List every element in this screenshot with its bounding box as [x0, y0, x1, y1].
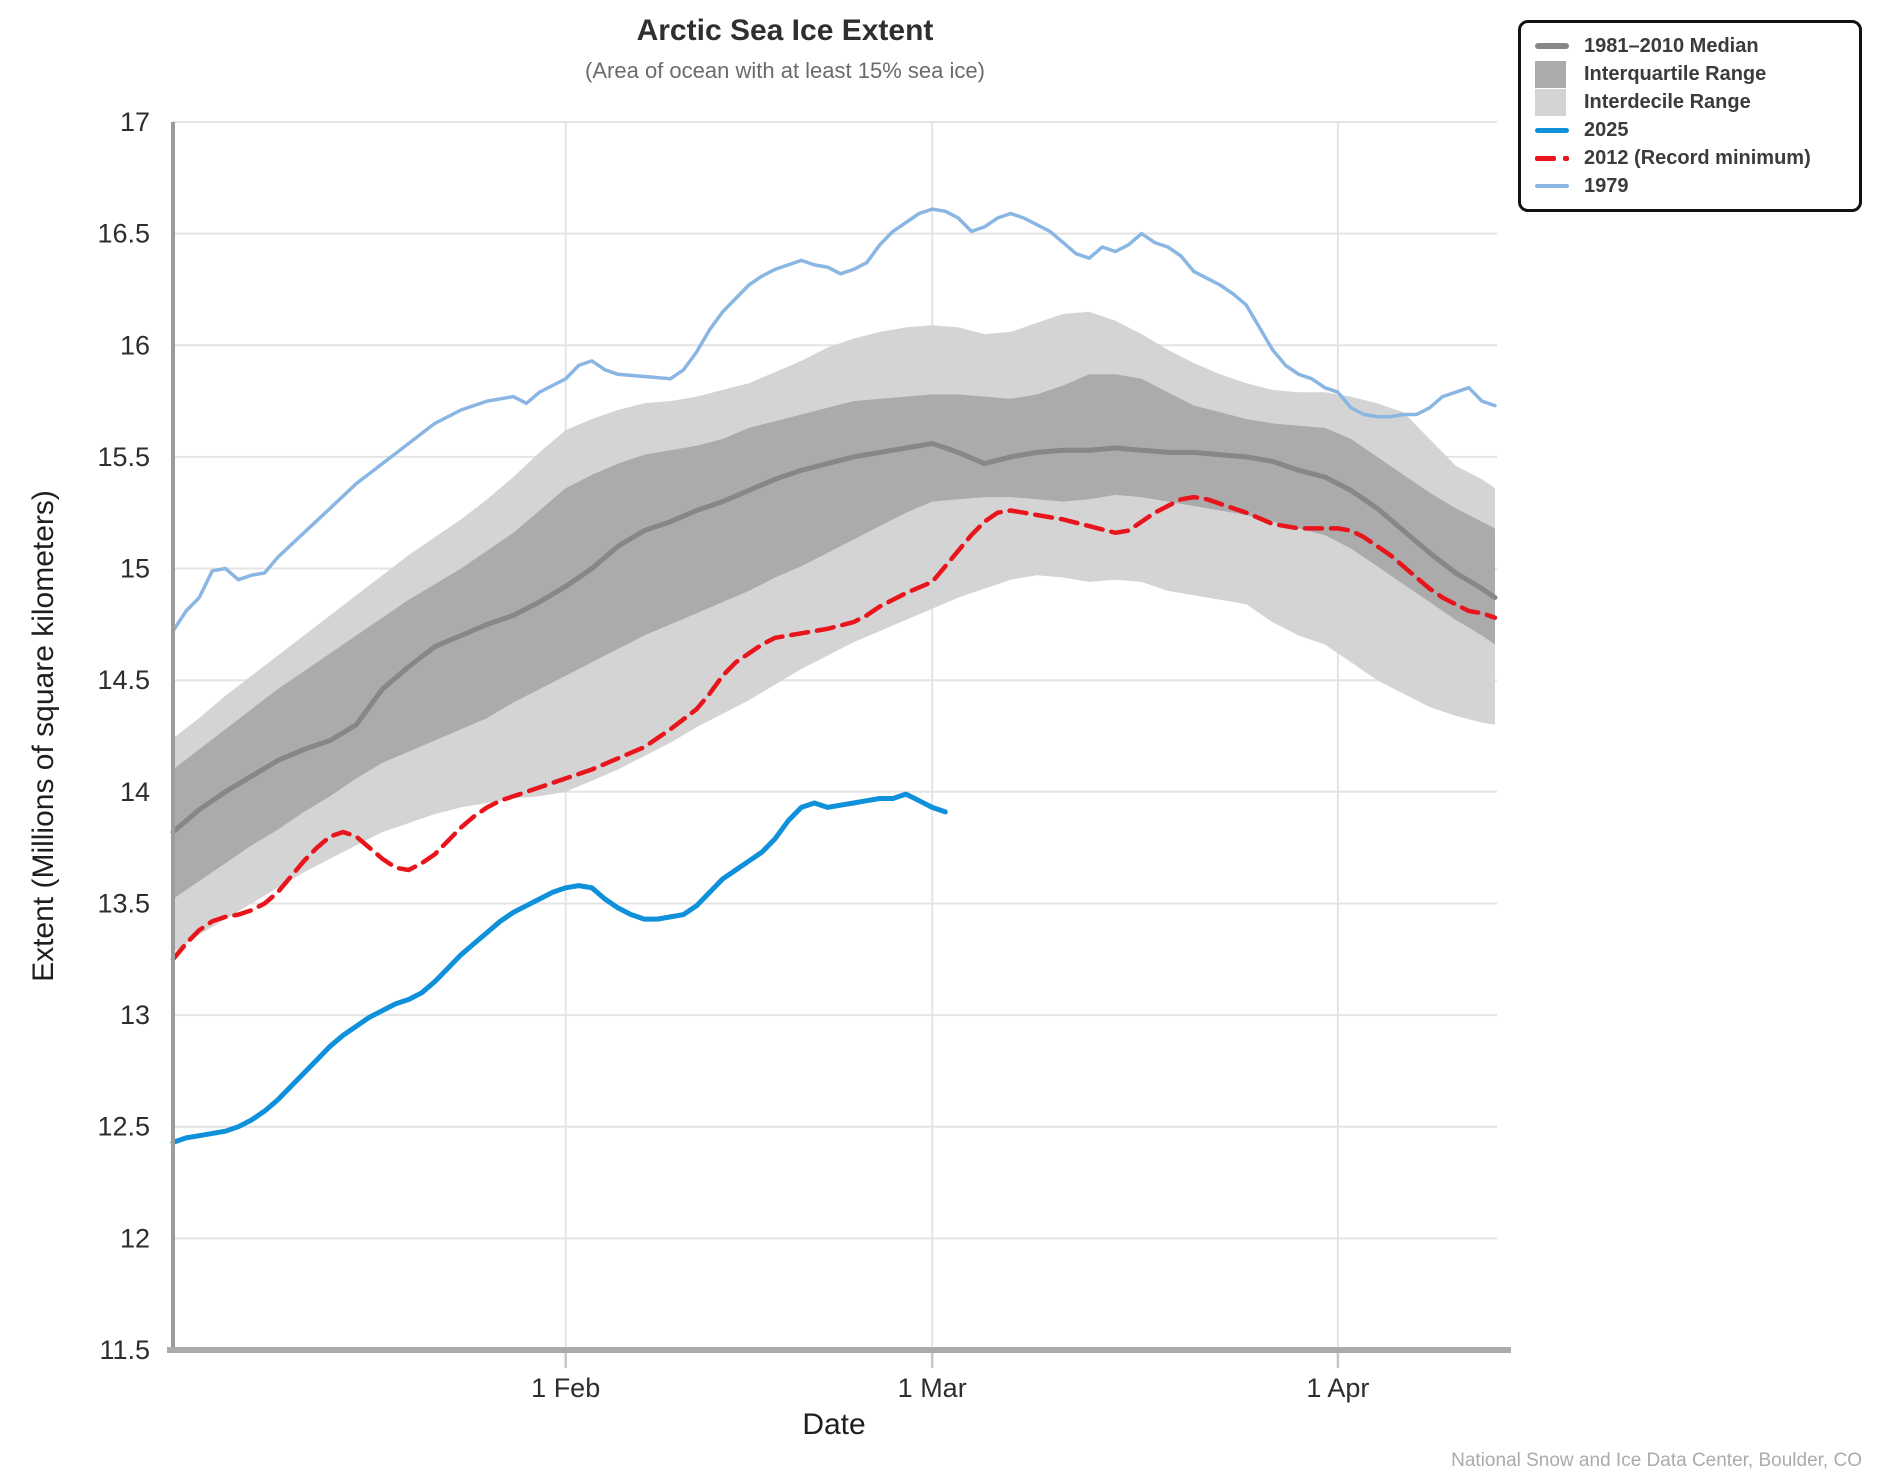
interquartile-band	[173, 374, 1495, 899]
x-tick-label: 1 Feb	[531, 1373, 600, 1403]
page-title: Arctic Sea Ice Extent	[636, 14, 934, 47]
y-tick-label: 14.5	[97, 665, 150, 695]
x-tick-label: 1 Apr	[1306, 1373, 1369, 1403]
legend-swatch-line	[1535, 127, 1571, 133]
line-1979	[171, 207, 1497, 633]
legend-box: 1981–2010 Median Interquartile Range Inter…	[1518, 20, 1862, 212]
y-tick-label: 16	[120, 330, 150, 360]
legend-item-label: 2025	[1584, 118, 1629, 141]
line-2025	[170, 791, 948, 1145]
y-tick-label: 14	[120, 777, 150, 807]
y-tick-label: 12	[120, 1223, 150, 1253]
legend-item-label: 2012 (Record minimum)	[1584, 146, 1811, 169]
legend-item-interdecile-range[interactable]: Interdecile Range	[1535, 88, 1847, 116]
y-tick-label: 15.5	[97, 442, 150, 472]
y-tick-label: 12.5	[97, 1112, 150, 1142]
legend-swatch-line	[1535, 43, 1571, 49]
legend-swatch-box	[1535, 60, 1571, 88]
legend-item-2025[interactable]: 2025	[1535, 116, 1847, 144]
y-tick-label: 13.5	[97, 889, 150, 919]
x-tick-label: 1 Mar	[898, 1373, 967, 1403]
x-axis-title: Date	[802, 1408, 866, 1441]
y-tick-label: 17	[120, 107, 150, 137]
y-tick-label: 16.5	[97, 219, 150, 249]
legend-item-2012-record-minimum[interactable]: 2012 (Record minimum)	[1535, 144, 1847, 172]
y-tick-label: 11.5	[99, 1335, 150, 1365]
legend-item-interquartile-range[interactable]: Interquartile Range	[1535, 60, 1847, 88]
legend-item-label: Interdecile Range	[1584, 90, 1751, 113]
median-line	[170, 441, 1498, 835]
legend-item-label: 1979	[1584, 174, 1629, 197]
chart-subtitle: (Area of ocean with at least 15% sea ice…	[585, 58, 985, 83]
legend-swatch-box	[1535, 88, 1571, 116]
legend-swatch-line	[1535, 155, 1571, 161]
data-credit: National Snow and Ice Data Center, Bould…	[1451, 1450, 1862, 1471]
legend-swatch-line	[1535, 184, 1571, 188]
legend-item-label: Interquartile Range	[1584, 62, 1767, 85]
legend-item-1981-2010-median[interactable]: 1981–2010 Median	[1535, 32, 1847, 60]
y-tick-label: 15	[120, 554, 150, 584]
line-2012	[170, 494, 1498, 962]
y-tick-label: 13	[120, 1000, 150, 1030]
legend-item-label: 1981–2010 Median	[1584, 34, 1759, 57]
legend-item-1979[interactable]: 1979	[1535, 172, 1847, 200]
